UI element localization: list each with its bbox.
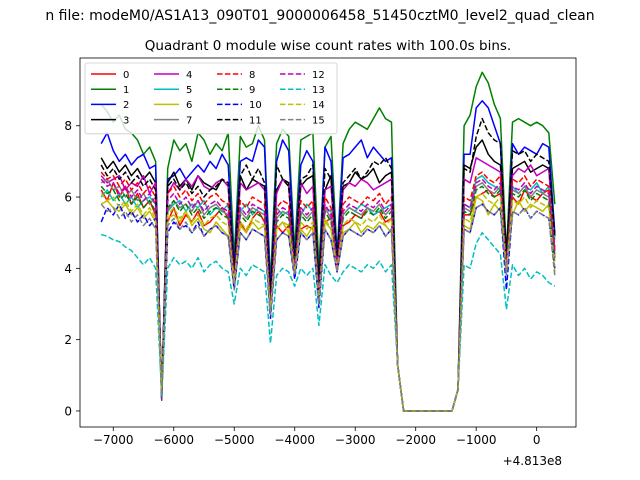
y-tick-label: 8 (64, 119, 72, 133)
figure-suptitle: n file: modeM0/AS1A13_090T01_9000006458_… (45, 8, 594, 24)
series-line-6 (100, 196, 556, 412)
series-line-3 (100, 139, 556, 412)
y-tick-label: 6 (64, 191, 72, 205)
x-tick-label: −6000 (153, 433, 194, 447)
series-line-11 (100, 117, 556, 412)
x-axis: −7000 −6000 −5000 −4000 −3000 −2000 −1000 0 (93, 427, 541, 447)
legend-label-13: 13 (312, 85, 325, 96)
y-tick-label: 2 (64, 333, 72, 347)
legend-label-9: 9 (249, 85, 255, 96)
series-line-1 (100, 71, 556, 412)
x-axis-offset-label: +4.813e8 (503, 454, 562, 468)
axes-frame (79, 57, 577, 428)
legend-label-2: 2 (123, 100, 129, 111)
legend-label-1: 1 (123, 85, 129, 96)
chart-title: Quadrant 0 module wise count rates with … (145, 38, 511, 54)
series-line-7 (100, 178, 556, 412)
x-tick-label: −5000 (214, 433, 255, 447)
legend-label-10: 10 (249, 100, 262, 111)
series-line-9 (100, 185, 556, 412)
legend-label-0: 0 (123, 70, 129, 81)
legend-label-15: 15 (312, 115, 325, 126)
legend-label-8: 8 (249, 70, 255, 81)
legend-label-4: 4 (186, 70, 192, 81)
legend-box (84, 62, 338, 135)
legend-label-5: 5 (186, 85, 192, 96)
y-tick-label: 0 (64, 404, 72, 418)
series-line-13 (100, 231, 556, 412)
x-tick-label: 0 (533, 433, 541, 447)
legend-label-12: 12 (312, 70, 325, 81)
x-tick-label: −4000 (274, 433, 315, 447)
series-line-8 (100, 171, 556, 412)
legend-label-11: 11 (249, 115, 262, 126)
y-tick-label: 4 (64, 262, 72, 276)
x-tick-label: −2000 (395, 433, 436, 447)
series-line-14 (100, 192, 556, 412)
y-axis: 0 2 4 6 8 (64, 119, 80, 418)
x-tick-label: −7000 (93, 433, 134, 447)
legend-label-6: 6 (186, 100, 192, 111)
series-line-4 (100, 157, 556, 412)
x-tick-label: −3000 (335, 433, 376, 447)
legend-label-7: 7 (186, 115, 192, 126)
series-lines (100, 71, 556, 412)
series-line-12 (100, 178, 556, 412)
legend-label-14: 14 (312, 100, 325, 111)
series-line-15 (100, 203, 556, 412)
x-tick-label: −1000 (456, 433, 497, 447)
series-line-2 (100, 100, 556, 412)
legend-label-3: 3 (123, 115, 129, 126)
